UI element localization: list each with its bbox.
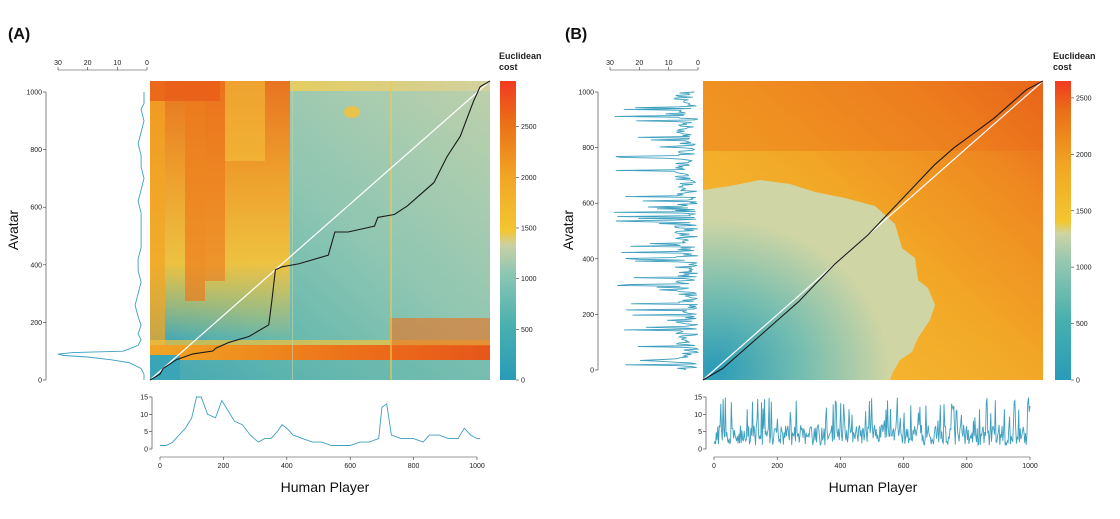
left-y-tick-label: 1000 (578, 90, 594, 97)
bottom-y-tick-label: 15 (140, 395, 148, 402)
colorbar-tick-label: 1000 (1076, 265, 1092, 272)
left-y-tick-label: 0 (38, 378, 42, 385)
panel-a-ylabel: Avatar (5, 210, 21, 251)
panel-b-colorbar-title-2: cost (1053, 62, 1072, 72)
left-y-tick-label: 800 (30, 147, 42, 154)
panel-a-warping-path (149, 80, 491, 381)
colorbar-tick-label: 2500 (521, 124, 537, 131)
panel-b-colorbar (1055, 81, 1071, 380)
panel-a-colorbar-title: Euclidean (499, 51, 542, 61)
left-y-tick-label: 200 (30, 320, 42, 327)
panel-b-diagonal (702, 80, 1044, 381)
panel-b-colorbar-ticks: 0 500 1000 1500 2000 2500 (1071, 95, 1092, 385)
bottom-series-line (713, 397, 1031, 447)
bottom-y-tick-label: 5 (698, 429, 702, 436)
left-series-line (57, 92, 145, 380)
left-axis-tick-label: 0 (696, 60, 700, 67)
panel-a-bottom-marginal: 0 200 400 600 800 1000 0 5 10 15 (140, 395, 485, 471)
panel-a-colorbar-title-2: cost (499, 62, 518, 72)
bottom-x-tick-label: 600 (344, 463, 356, 470)
left-axis-tick-label: 10 (665, 60, 673, 67)
panel-b-ylabel: Avatar (560, 210, 576, 251)
colorbar-tick-label: 500 (521, 327, 533, 334)
left-y-tick-label: 1000 (26, 90, 42, 97)
colorbar-tick-label: 2000 (521, 175, 537, 182)
panel-b-label: (B) (565, 26, 587, 43)
left-axis-tick-label: 20 (635, 60, 643, 67)
colorbar-tick-label: 0 (1076, 378, 1080, 385)
panel-a-colorbar-ticks: 0 500 1000 1500 2000 2500 (516, 124, 537, 385)
bottom-y-tick-label: 10 (140, 412, 148, 419)
bottom-x-tick-label: 800 (408, 463, 420, 470)
panel-b-xlabel: Human Player (829, 479, 918, 495)
panel-b-colorbar-title: Euclidean (1053, 51, 1096, 61)
bottom-y-tick-label: 15 (694, 395, 702, 402)
colorbar-tick-label: 1000 (521, 276, 537, 283)
panel-b-warping-path (702, 80, 1044, 381)
bottom-x-tick-label: 200 (771, 463, 783, 470)
bottom-x-tick-label: 0 (712, 463, 716, 470)
left-axis-tick-label: 30 (606, 60, 614, 67)
left-y-tick-label: 400 (582, 256, 594, 263)
left-axis-tick-label: 30 (54, 60, 62, 67)
colorbar-tick-label: 1500 (521, 225, 537, 232)
bottom-y-tick-label: 5 (144, 429, 148, 436)
left-axis-tick-label: 10 (113, 60, 121, 67)
left-axis-tick-label: 20 (84, 60, 92, 67)
panel-b-bottom-marginal: 0 200 400 600 800 1000 0 5 10 15 (694, 395, 1038, 471)
left-series-line (613, 91, 700, 371)
bottom-x-tick-label: 0 (158, 463, 162, 470)
left-y-tick-label: 200 (582, 312, 594, 319)
left-y-tick-label: 600 (30, 205, 42, 212)
left-y-tick-label: 800 (582, 145, 594, 152)
colorbar-tick-label: 2000 (1076, 152, 1092, 159)
colorbar-tick-label: 500 (1076, 321, 1088, 328)
bottom-y-tick-label: 0 (144, 447, 148, 454)
colorbar-tick-label: 1500 (1076, 208, 1092, 215)
panel-a-label: (A) (8, 26, 30, 43)
panel-a-diagonal (149, 80, 491, 381)
bottom-x-tick-label: 400 (281, 463, 293, 470)
bottom-x-tick-label: 800 (961, 463, 973, 470)
bottom-x-tick-label: 600 (898, 463, 910, 470)
colorbar-tick-label: 2500 (1076, 95, 1092, 102)
left-y-tick-label: 0 (590, 368, 594, 375)
bottom-y-tick-label: 10 (694, 412, 702, 419)
panel-a-colorbar (500, 81, 516, 380)
bottom-y-tick-label: 0 (698, 447, 702, 454)
bottom-series-line (160, 396, 481, 446)
colorbar-tick-label: 0 (521, 378, 525, 385)
bottom-x-tick-label: 1000 (1022, 463, 1038, 470)
left-axis-tick-label: 0 (145, 60, 149, 67)
panel-a-xlabel: Human Player (281, 479, 370, 495)
left-y-tick-label: 400 (30, 262, 42, 269)
left-y-tick-label: 600 (582, 201, 594, 208)
bottom-x-tick-label: 400 (835, 463, 847, 470)
bottom-x-tick-label: 1000 (469, 463, 485, 470)
bottom-x-tick-label: 200 (218, 463, 230, 470)
